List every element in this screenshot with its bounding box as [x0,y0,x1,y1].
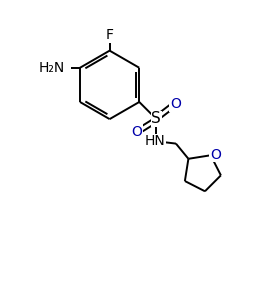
Text: S: S [151,111,161,126]
Text: F: F [105,28,114,42]
Text: HN: HN [145,135,166,148]
Text: H₂N: H₂N [38,61,64,75]
Text: O: O [132,125,142,139]
Text: O: O [170,97,181,111]
Text: O: O [210,148,221,162]
